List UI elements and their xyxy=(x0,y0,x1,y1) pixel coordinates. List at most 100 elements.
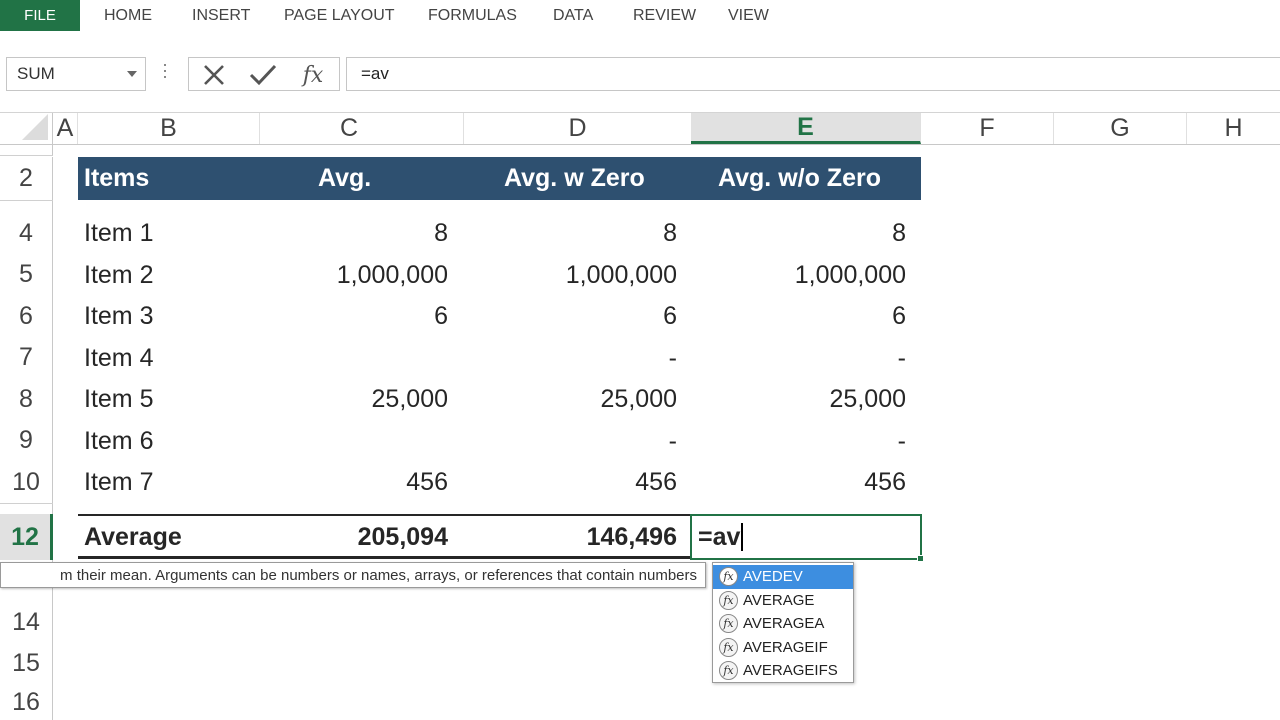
row-header-9[interactable]: 9 xyxy=(0,420,53,461)
row-header-6[interactable]: 6 xyxy=(0,295,53,337)
cell-item-7-avg-w-zero[interactable]: 456 xyxy=(635,467,677,496)
cell-item-3[interactable]: Item 3 xyxy=(84,301,154,330)
autocomplete-item-average[interactable]: fx AVERAGE xyxy=(713,589,853,613)
active-cell-e12[interactable]: =av xyxy=(690,514,924,562)
cell-item-5-avg[interactable]: 25,000 xyxy=(371,384,448,413)
cell-item-2-avg-w-zero[interactable]: 1,000,000 xyxy=(565,260,677,289)
fx-icon: fx xyxy=(719,661,738,681)
table-header-band xyxy=(78,157,921,200)
row-header-7[interactable]: 7 xyxy=(0,337,53,378)
fill-handle[interactable] xyxy=(917,555,924,562)
cell-item-7-avg[interactable]: 456 xyxy=(406,467,448,496)
active-cell-text: =av xyxy=(698,522,741,551)
row-divider xyxy=(0,503,53,504)
average-top-border xyxy=(78,514,691,516)
row-header-11[interactable] xyxy=(0,503,53,514)
tab-insert[interactable]: INSERT xyxy=(192,6,251,24)
function-tooltip: m their mean. Arguments can be numbers o… xyxy=(0,562,706,588)
tab-review[interactable]: REVIEW xyxy=(633,6,697,24)
text-caret xyxy=(741,523,744,551)
autocomplete-item-avedev[interactable]: fx AVEDEV xyxy=(713,565,853,589)
drag-handle-icon[interactable] xyxy=(163,64,167,84)
cell-item-2[interactable]: Item 2 xyxy=(84,260,154,289)
autocomplete-item-label: AVERAGEIFS xyxy=(743,662,838,680)
row-header-14[interactable]: 14 xyxy=(0,601,53,643)
cell-item-3-avg-w-zero[interactable]: 6 xyxy=(663,301,677,330)
autocomplete-item-averageif[interactable]: fx AVERAGEIF xyxy=(713,636,853,660)
fx-icon: fx xyxy=(719,590,738,610)
header-avg-w-zero[interactable]: Avg. w Zero xyxy=(504,164,645,192)
row-header-1[interactable] xyxy=(0,145,53,155)
column-header-e[interactable]: E xyxy=(691,113,921,144)
column-header-c[interactable]: C xyxy=(235,113,464,144)
cell-item-1-avg-w-zero[interactable]: 8 xyxy=(663,218,677,247)
row-header-10[interactable]: 10 xyxy=(0,461,53,503)
row-header-3[interactable] xyxy=(0,200,53,212)
tab-page-layout[interactable]: PAGE LAYOUT xyxy=(284,6,395,24)
autocomplete-item-label: AVERAGEA xyxy=(743,615,825,633)
cell-item-4-avg[interactable] xyxy=(236,338,448,378)
formula-buttons: fx xyxy=(188,57,340,91)
column-header-h[interactable]: H xyxy=(1224,114,1243,142)
cell-item-1-avg-wo-zero[interactable]: 8 xyxy=(892,218,906,247)
row-header-15[interactable]: 15 xyxy=(0,643,53,684)
cell-item-7[interactable]: Item 7 xyxy=(84,467,154,496)
cell-item-5[interactable]: Item 5 xyxy=(84,384,154,413)
fx-icon[interactable]: fx xyxy=(302,62,324,88)
chevron-down-icon[interactable] xyxy=(127,71,137,77)
header-avg[interactable]: Avg. xyxy=(318,164,372,192)
cell-item-7-avg-wo-zero[interactable]: 456 xyxy=(864,467,906,496)
header-avg-wo-zero[interactable]: Avg. w/o Zero xyxy=(718,164,881,192)
column-headers: A B C D E F G H xyxy=(53,113,1280,145)
cell-item-2-avg[interactable]: 1,000,000 xyxy=(336,260,448,289)
row-header-16[interactable]: 16 xyxy=(0,684,53,720)
cell-average-avg-w-zero[interactable]: 146,496 xyxy=(586,522,677,551)
column-header-d[interactable]: D xyxy=(464,113,692,144)
x-icon[interactable] xyxy=(194,60,234,90)
cell-item-3-avg[interactable]: 6 xyxy=(434,301,448,330)
column-header-g[interactable]: G xyxy=(1054,113,1187,144)
autocomplete-item-label: AVERAGE xyxy=(743,591,815,609)
cell-item-4-avg-wo-zero[interactable]: - xyxy=(897,343,906,372)
function-tooltip-text: m their mean. Arguments can be numbers o… xyxy=(60,566,697,584)
tab-file[interactable]: FILE xyxy=(0,0,80,31)
select-all-corner[interactable] xyxy=(0,113,53,145)
row-header-12[interactable]: 12 xyxy=(0,514,53,560)
formula-input[interactable]: =av xyxy=(346,57,1280,91)
cell-average-label[interactable]: Average xyxy=(84,522,182,551)
column-header-a[interactable]: A xyxy=(53,113,78,144)
row-header-2[interactable]: 2 xyxy=(0,157,53,200)
fx-icon: fx xyxy=(719,637,738,657)
tab-view[interactable]: VIEW xyxy=(728,6,769,24)
cell-item-6-avg-wo-zero[interactable]: - xyxy=(897,426,906,455)
cell-average-avg[interactable]: 205,094 xyxy=(357,522,448,551)
row-header-5[interactable]: 5 xyxy=(0,254,53,295)
function-autocomplete-list: fx AVEDEV fx AVERAGE fx AVERAGEA fx AVER… xyxy=(712,562,854,683)
cell-item-6[interactable]: Item 6 xyxy=(84,426,154,455)
tab-home[interactable]: HOME xyxy=(104,6,152,24)
cell-item-4[interactable]: Item 4 xyxy=(84,343,154,372)
cell-item-5-avg-w-zero[interactable]: 25,000 xyxy=(600,384,677,413)
cell-item-1[interactable]: Item 1 xyxy=(84,218,154,247)
tab-formulas[interactable]: FORMULAS xyxy=(428,6,517,24)
column-header-f[interactable]: F xyxy=(921,113,1054,144)
cell-item-3-avg-wo-zero[interactable]: 6 xyxy=(892,301,906,330)
tab-data[interactable]: DATA xyxy=(553,6,594,24)
header-items[interactable]: Items xyxy=(84,164,150,192)
autocomplete-item-averageifs[interactable]: fx AVERAGEIFS xyxy=(713,659,853,683)
name-box[interactable]: SUM xyxy=(6,57,146,91)
cell-item-6-avg-w-zero[interactable]: - xyxy=(668,426,677,455)
cell-item-1-avg[interactable]: 8 xyxy=(434,218,448,247)
fx-icon: fx xyxy=(719,614,738,634)
autocomplete-item-averagea[interactable]: fx AVERAGEA xyxy=(713,612,853,636)
active-cell-text-wrap: =av xyxy=(698,516,744,558)
column-header-b[interactable]: B xyxy=(78,113,260,144)
check-icon[interactable] xyxy=(243,60,283,90)
cell-item-4-avg-w-zero[interactable]: - xyxy=(668,343,677,372)
row-header-4[interactable]: 4 xyxy=(0,212,53,254)
cell-item-5-avg-wo-zero[interactable]: 25,000 xyxy=(829,384,906,413)
row-header-8[interactable]: 8 xyxy=(0,378,53,420)
cell-item-2-avg-wo-zero[interactable]: 1,000,000 xyxy=(794,260,906,289)
cell-item-6-avg[interactable] xyxy=(236,421,448,461)
fx-icon: fx xyxy=(719,567,738,587)
